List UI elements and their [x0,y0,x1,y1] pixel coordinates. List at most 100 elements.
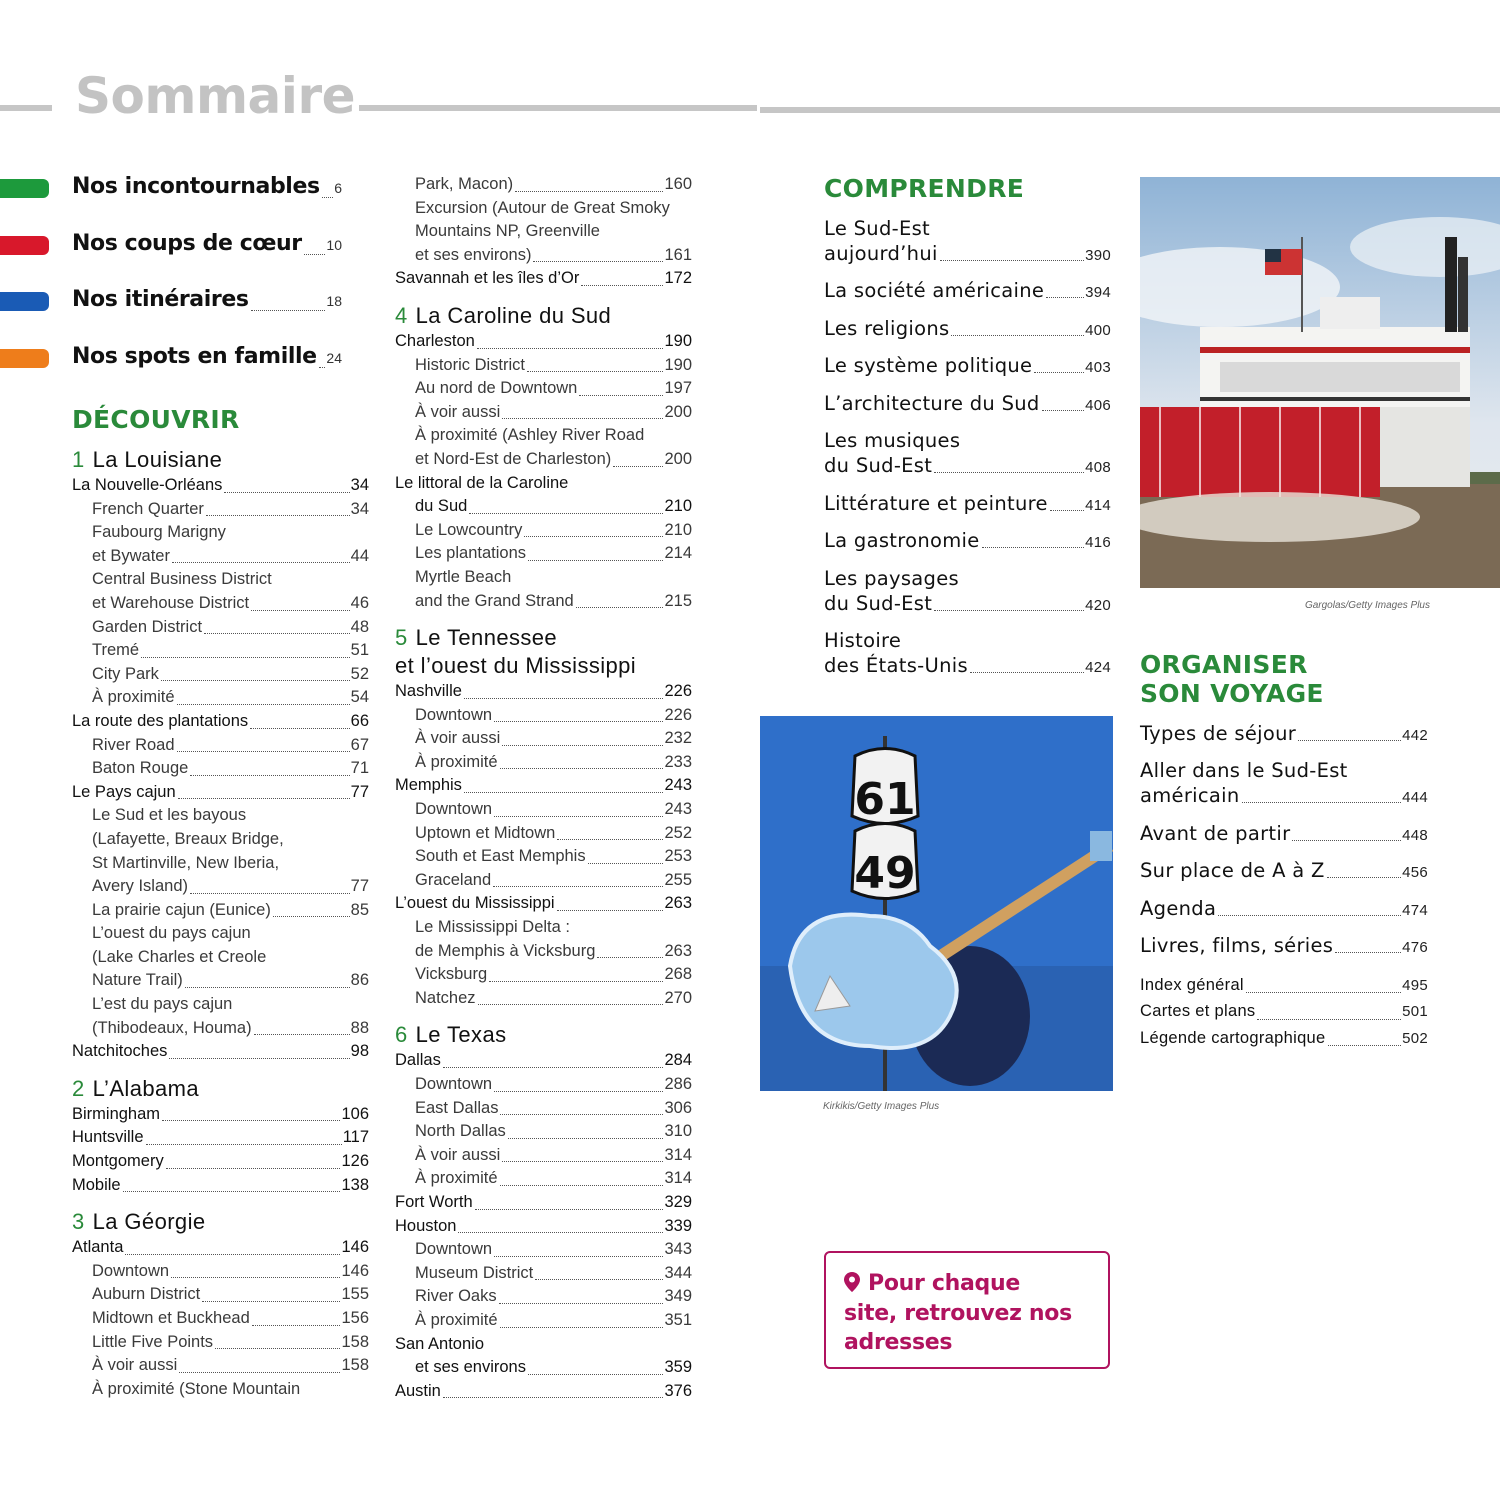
toc-entry[interactable]: La route des plantations 66 [72,710,369,734]
toc-entry[interactable]: Montgomery 126 [72,1150,369,1174]
toc-entry[interactable]: L’ouest du Mississippi 263 [395,892,692,916]
toc-entry[interactable]: Baton Rouge 71 [72,757,369,781]
toc-entry-label: Nos incontournables [72,174,320,199]
toc-entry[interactable]: Aller dans le Sud-Est américain 444 [1140,758,1428,808]
toc-entry[interactable]: Natchez 270 [395,987,692,1011]
toc-entry[interactable]: À proximité (Ashley River Road et Nord-Es… [395,424,692,471]
toc-entry[interactable]: Garden District 48 [72,616,369,640]
toc-entry[interactable]: À proximité 233 [395,751,692,775]
toc-entry[interactable]: Uptown et Midtown 252 [395,822,692,846]
toc-entry[interactable]: Agenda 474 [1140,896,1428,921]
toc-entry[interactable]: Graceland 255 [395,869,692,893]
toc-entry[interactable]: South et East Memphis 253 [395,845,692,869]
toc-entry[interactable]: Midtown et Buckhead 156 [72,1307,369,1331]
toc-entry[interactable]: À voir aussi 314 [395,1144,692,1168]
toc-entry[interactable]: San Antonio et ses environs 359 [395,1333,692,1380]
toc-entry[interactable]: French Quarter 34 [72,498,369,522]
toc-entry[interactable]: Park, Macon) 160 [395,173,692,197]
toc-entry[interactable]: Le Mississippi Delta : de Memphis à Vicks… [395,916,692,963]
toc-entry[interactable]: Myrtle Beach and the Grand Strand 215 [395,566,692,613]
toc-entry[interactable]: Atlanta 146 [72,1236,369,1260]
toc-entry[interactable]: Index général 495 [1140,972,1428,999]
toc-entry[interactable]: Mobile 138 [72,1174,369,1198]
toc-entry[interactable]: Central Business District et Warehouse Di… [72,568,369,615]
toc-entry[interactable]: Histoire des États-Unis 424 [824,628,1111,678]
toc-entry[interactable]: Historic District 190 [395,354,692,378]
toc-chapter-heading[interactable]: 6 Le Texas [395,1021,692,1049]
toc-entry[interactable]: Excursion (Autour de Great Smoky Mountain… [395,197,692,268]
toc-entry[interactable]: Natchitoches 98 [72,1040,369,1064]
toc-entry[interactable]: Les musiques du Sud-Est 408 [824,428,1111,478]
toc-entry[interactable]: Nashville 226 [395,680,692,704]
toc-entry[interactable]: Downtown 343 [395,1238,692,1262]
toc-entry[interactable]: Types de séjour 442 [1140,721,1428,746]
toc-entry[interactable]: La prairie cajun (Eunice) 85 [72,899,369,923]
toc-entry[interactable]: Les paysages du Sud-Est 420 [824,566,1111,616]
toc-entry[interactable]: À proximité (Stone Mountain [72,1378,369,1402]
toc-entry[interactable]: À proximité 54 [72,686,369,710]
toc-entry[interactable]: La gastronomie 416 [824,528,1111,553]
toc-entry[interactable]: Les religions 400 [824,316,1111,341]
toc-entry-line: Vicksburg 268 [415,963,692,987]
toc-entry[interactable]: Le Lowcountry 210 [395,519,692,543]
toc-entry[interactable]: East Dallas 306 [395,1097,692,1121]
toc-entry[interactable]: Fort Worth 329 [395,1191,692,1215]
toc-entry[interactable]: La Nouvelle-Orléans 34 [72,474,369,498]
toc-entry[interactable]: Le Pays cajun 77 [72,781,369,805]
toc-entry[interactable]: Le système politique 403 [824,353,1111,378]
toc-entry[interactable]: Cartes et plans 501 [1140,998,1428,1025]
toc-entry[interactable]: Austin 376 [395,1380,692,1404]
toc-entry[interactable]: Downtown 226 [395,704,692,728]
toc-entry[interactable]: Downtown 146 [72,1260,369,1284]
toc-entry-highlight[interactable]: Nos incontournables 6 [72,173,342,203]
toc-entry[interactable]: North Dallas 310 [395,1120,692,1144]
toc-entry[interactable]: Dallas 284 [395,1049,692,1073]
toc-entry[interactable]: Faubourg Marigny et Bywater 44 [72,521,369,568]
dot-leader [528,559,664,561]
toc-entry[interactable]: À proximité 314 [395,1167,692,1191]
toc-entry-highlight[interactable]: Nos coups de cœur 10 [72,230,342,260]
toc-entry[interactable]: Downtown 243 [395,798,692,822]
toc-entry[interactable]: Le littoral de la Caroline du Sud 210 [395,472,692,519]
toc-chapter-heading[interactable]: 3 La Géorgie [72,1208,369,1236]
toc-entry-highlight[interactable]: Nos itinéraires 18 [72,286,342,316]
toc-entry[interactable]: Avant de partir 448 [1140,821,1428,846]
toc-chapter-heading[interactable]: 4 La Caroline du Sud [395,302,692,330]
toc-entry[interactable]: Tremé 51 [72,639,369,663]
toc-entry-highlight[interactable]: Nos spots en famille 24 [72,343,342,373]
toc-entry[interactable]: L’est du pays cajun (Thibodeaux, Houma) 88 [72,993,369,1040]
toc-entry[interactable]: River Road 67 [72,734,369,758]
toc-entry[interactable]: Légende cartographique 502 [1140,1025,1428,1052]
toc-entry[interactable]: Houston 339 [395,1215,692,1239]
toc-entry[interactable]: Auburn District 155 [72,1283,369,1307]
toc-entry[interactable]: Vicksburg 268 [395,963,692,987]
toc-chapter-heading[interactable]: 2 L’Alabama [72,1075,369,1103]
toc-entry[interactable]: Birmingham 106 [72,1103,369,1127]
toc-entry[interactable]: Le Sud et les bayous (Lafayette, Breaux B… [72,804,369,898]
toc-entry[interactable]: Savannah et les îles d’Or 172 [395,267,692,291]
toc-entry[interactable]: Huntsville 117 [72,1126,369,1150]
toc-entry[interactable]: Littérature et peinture 414 [824,491,1111,516]
toc-entry[interactable]: À voir aussi 232 [395,727,692,751]
toc-entry[interactable]: À proximité 351 [395,1309,692,1333]
toc-entry[interactable]: L’architecture du Sud 406 [824,391,1111,416]
toc-entry[interactable]: Downtown 286 [395,1073,692,1097]
toc-entry[interactable]: City Park 52 [72,663,369,687]
toc-entry[interactable]: À voir aussi 200 [395,401,692,425]
toc-entry[interactable]: Charleston 190 [395,330,692,354]
toc-entry[interactable]: Au nord de Downtown 197 [395,377,692,401]
toc-entry[interactable]: La société américaine 394 [824,278,1111,303]
toc-entry[interactable]: L’ouest du pays cajun (Lake Charles et Cr… [72,922,369,993]
toc-entry[interactable]: Little Five Points 158 [72,1331,369,1355]
toc-entry[interactable]: Livres, films, séries 476 [1140,933,1428,958]
toc-entry[interactable]: Sur place de A à Z 456 [1140,858,1428,883]
toc-entry-page: 161 [664,245,692,264]
toc-entry[interactable]: Le Sud-Est aujourd’hui 390 [824,216,1111,266]
toc-entry[interactable]: À voir aussi 158 [72,1354,369,1378]
toc-entry[interactable]: River Oaks 349 [395,1285,692,1309]
toc-entry[interactable]: Museum District 344 [395,1262,692,1286]
toc-entry[interactable]: Les plantations 214 [395,542,692,566]
toc-entry[interactable]: Memphis 243 [395,774,692,798]
toc-chapter-heading[interactable]: 1 La Louisiane [72,446,369,474]
toc-chapter-heading[interactable]: 5 Le Tennessee et l’ouest du Mississippi [395,624,692,680]
